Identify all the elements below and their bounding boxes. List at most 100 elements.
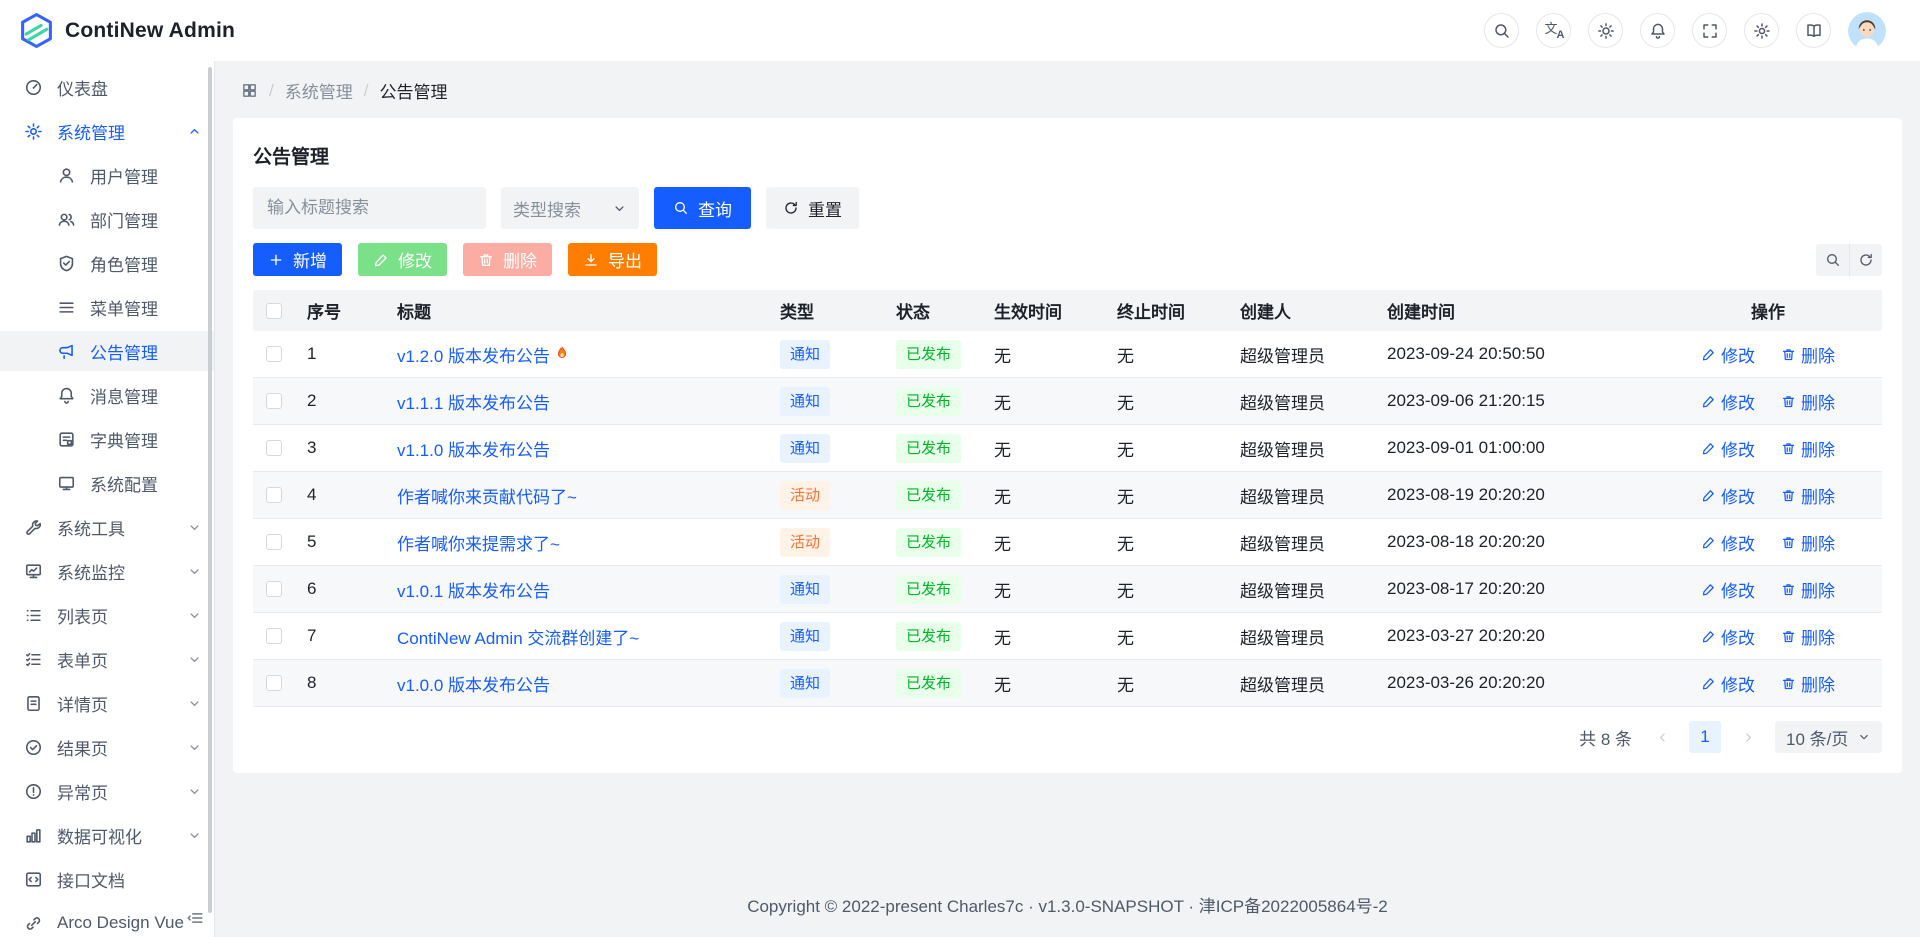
sidebar-item-shield[interactable]: 角色管理 <box>0 243 214 283</box>
column-header: 类型 <box>780 303 814 322</box>
table-row: 8 v1.0.0 版本发布公告 通知 已发布 无 无 超级管理员 2023-03-26 20:… <box>253 660 1882 707</box>
sidebar-item-gear[interactable]: 系统管理 <box>0 111 214 151</box>
row-delete-link[interactable]: 删除 <box>1781 577 1835 602</box>
chevron-up-icon <box>187 124 202 139</box>
row-delete-link[interactable]: 删除 <box>1781 342 1835 367</box>
row-effective-time: 无 <box>994 346 1011 366</box>
row-edit-link[interactable]: 修改 <box>1701 577 1755 602</box>
sidebar-item-bar-chart[interactable]: 数据可视化 <box>0 815 214 855</box>
sidebar-item-list[interactable]: 列表页 <box>0 595 214 635</box>
breadcrumb-item-system[interactable]: 系统管理 <box>284 83 353 102</box>
row-created-time: 2023-08-18 20:20:20 <box>1387 532 1545 551</box>
row-edit-link[interactable]: 修改 <box>1701 671 1755 696</box>
sidebar-item-monitor[interactable]: 系统配置 <box>0 463 214 503</box>
row-end-time: 无 <box>1117 675 1134 695</box>
sidebar-item-monitor-chart[interactable]: 系统监控 <box>0 551 214 591</box>
announcement-title-link[interactable]: 作者喊你来提需求了~ <box>397 530 560 555</box>
row-checkbox[interactable] <box>266 440 282 456</box>
sidebar-item-label: 角色管理 <box>90 255 158 275</box>
chevron-down-icon <box>187 784 202 799</box>
status-tag: 已发布 <box>896 668 962 698</box>
row-edit-link[interactable]: 修改 <box>1701 436 1755 461</box>
table-refresh-button[interactable] <box>1849 243 1882 276</box>
row-checkbox[interactable] <box>266 393 282 409</box>
user-avatar[interactable] <box>1848 11 1886 50</box>
row-checkbox[interactable] <box>266 628 282 644</box>
page-size-select[interactable]: 10 条/页 <box>1775 721 1882 753</box>
breadcrumb-home-icon[interactable] <box>241 82 258 99</box>
announcement-title-link[interactable]: v1.0.1 版本发布公告 <box>397 577 550 602</box>
sidebar-item-check-circle[interactable]: 结果页 <box>0 727 214 767</box>
announcement-title-link[interactable]: 作者喊你来贡献代码了~ <box>397 483 577 508</box>
announcement-title-text: ContiNew Admin 交流群创建了~ <box>397 628 640 648</box>
book-button[interactable] <box>1796 13 1831 48</box>
sidebar-item-link[interactable]: Arco Design Vue <box>0 903 214 937</box>
row-edit-link[interactable]: 修改 <box>1701 483 1755 508</box>
sidebar-collapse-button[interactable] <box>184 907 206 929</box>
select-all-checkbox[interactable] <box>266 302 282 319</box>
sidebar-item-dashboard[interactable]: 仪表盘 <box>0 67 214 107</box>
sun-button[interactable] <box>1588 13 1623 48</box>
table-row: 5 作者喊你来提需求了~ 活动 已发布 无 无 超级管理员 2023-08-18 20:20:… <box>253 519 1882 566</box>
row-status-cell: 已发布 <box>884 621 982 651</box>
announcement-title-link[interactable]: v1.0.0 版本发布公告 <box>397 671 550 696</box>
table-search-button[interactable] <box>1816 244 1849 276</box>
query-button[interactable]: 查询 <box>654 187 751 229</box>
sidebar-item-wrench[interactable]: 系统工具 <box>0 507 214 547</box>
row-checkbox[interactable] <box>266 346 282 362</box>
sidebar-item-doc[interactable]: 详情页 <box>0 683 214 723</box>
title-search-input[interactable] <box>253 187 486 229</box>
add-button[interactable]: 新增 <box>253 243 342 276</box>
fullscreen-button[interactable] <box>1692 13 1727 48</box>
row-edit-link[interactable]: 修改 <box>1701 530 1755 555</box>
announcement-title-link[interactable]: ContiNew Admin 交流群创建了~ <box>397 624 639 649</box>
search-button[interactable] <box>1484 13 1519 48</box>
row-delete-link[interactable]: 删除 <box>1781 671 1835 696</box>
row-delete-link[interactable]: 删除 <box>1781 530 1835 555</box>
breadcrumb-item-current: 公告管理 <box>379 83 448 102</box>
row-delete-link[interactable]: 删除 <box>1781 483 1835 508</box>
bell-icon <box>57 386 76 405</box>
row-delete-link[interactable]: 删除 <box>1781 436 1835 461</box>
pagination-next-button[interactable] <box>1733 722 1763 752</box>
announcement-title-link[interactable]: v1.1.1 版本发布公告 <box>397 389 550 414</box>
sidebar-scrollbar[interactable] <box>208 67 212 913</box>
announcement-title-link[interactable]: v1.1.0 版本发布公告 <box>397 436 550 461</box>
sidebar-item-dict[interactable]: 字典管理 <box>0 419 214 459</box>
row-checkbox[interactable] <box>266 581 282 597</box>
pagination-page-1[interactable]: 1 <box>1689 721 1721 753</box>
row-delete-link[interactable]: 删除 <box>1781 624 1835 649</box>
gear-button[interactable] <box>1744 13 1779 48</box>
sidebar-item-user[interactable]: 用户管理 <box>0 155 214 195</box>
row-type-cell: 通知 <box>768 668 884 698</box>
edit-link-label: 修改 <box>1721 628 1755 648</box>
pagination-total: 共 8 条 <box>1579 729 1632 749</box>
sidebar-item-form[interactable]: 表单页 <box>0 639 214 679</box>
sidebar-item-exclamation-circle[interactable]: 异常页 <box>0 771 214 811</box>
search-icon <box>1493 22 1511 40</box>
row-checkbox[interactable] <box>266 487 282 503</box>
row-status-cell: 已发布 <box>884 386 982 416</box>
sidebar-item-api[interactable]: 接口文档 <box>0 859 214 899</box>
row-edit-link[interactable]: 修改 <box>1701 342 1755 367</box>
edit-icon <box>1701 488 1716 503</box>
row-checkbox[interactable] <box>266 675 282 691</box>
edit-link-label: 修改 <box>1721 534 1755 554</box>
pagination-prev-button[interactable] <box>1647 722 1677 752</box>
sidebar-item-megaphone[interactable]: 公告管理 <box>0 331 214 371</box>
sidebar-item-bell[interactable]: 消息管理 <box>0 375 214 415</box>
row-edit-link[interactable]: 修改 <box>1701 389 1755 414</box>
sidebar-item-menu[interactable]: 菜单管理 <box>0 287 214 327</box>
sidebar-item-label: 异常页 <box>57 783 108 803</box>
row-delete-link[interactable]: 删除 <box>1781 389 1835 414</box>
sidebar-item-users[interactable]: 部门管理 <box>0 199 214 239</box>
export-button[interactable]: 导出 <box>568 243 657 276</box>
reset-button[interactable]: 重置 <box>766 187 859 229</box>
announcement-title-link[interactable]: v1.2.0 版本发布公告 <box>397 342 571 367</box>
row-checkbox[interactable] <box>266 534 282 550</box>
type-search-select[interactable]: 类型搜索 <box>501 187 639 229</box>
row-edit-link[interactable]: 修改 <box>1701 624 1755 649</box>
row-creator: 超级管理员 <box>1240 440 1325 460</box>
bell-button[interactable] <box>1640 13 1675 48</box>
